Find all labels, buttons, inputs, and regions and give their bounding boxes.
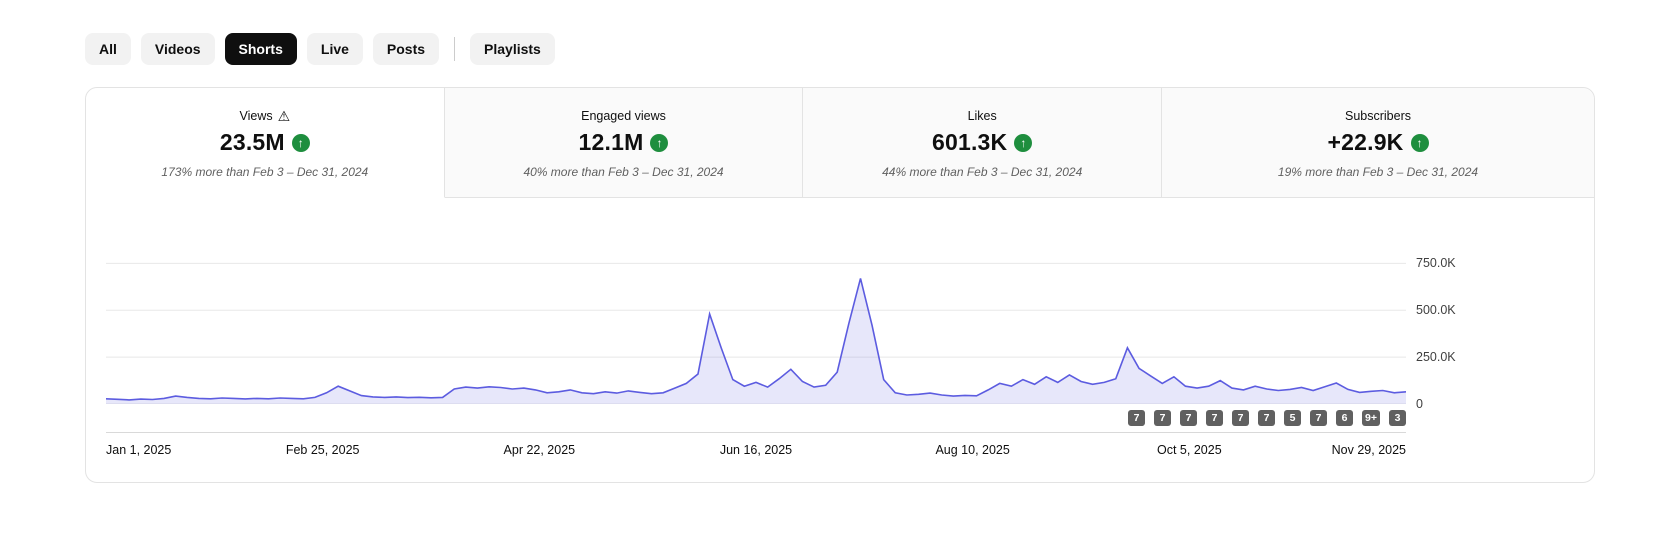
y-axis-labels: 750.0K 500.0K 250.0K 0 — [1416, 254, 1474, 411]
filter-chip-videos[interactable]: Videos — [140, 33, 215, 65]
warning-icon: ⚠ — [277, 108, 291, 124]
metric-comparison: 19% more than Feb 3 – Dec 31, 2024 — [1277, 165, 1479, 179]
trend-up-icon: ↑ — [1014, 133, 1033, 152]
chip-separator — [454, 37, 456, 61]
filter-chip-posts[interactable]: Posts — [372, 33, 440, 65]
metric-label-text: Likes — [967, 109, 997, 123]
metric-value: 601.3K — [931, 129, 1008, 155]
upload-count-badge[interactable]: 7 — [1206, 410, 1224, 426]
metric-label: Likes — [813, 109, 1151, 123]
analytics-page: All Videos Shorts Live Posts Playlists Views ⚠… — [85, 33, 1595, 483]
views-chart[interactable] — [106, 254, 1406, 404]
metric-value-row: 12.1M ↑ — [455, 129, 793, 156]
metric-card-subscribers[interactable]: Subscribers +22.9K ↑ 19% more than Feb 3 – … — [1162, 88, 1594, 198]
metric-label-text: Subscribers — [1345, 109, 1411, 123]
x-axis-tick: Jun 16, 2025 — [719, 443, 793, 457]
metric-label: Subscribers — [1172, 109, 1584, 123]
x-axis-tick: Oct 5, 2025 — [1157, 443, 1222, 457]
upload-count-badge[interactable]: 9+ — [1362, 410, 1380, 426]
metric-card-engaged-views[interactable]: Engaged views 12.1M ↑ 40% more than Feb 3 –… — [444, 88, 804, 198]
plot-area: 7 7 7 7 7 7 5 7 6 9+ 3 Jan 1, 2025 Feb 25, 2025 Apr … — [106, 254, 1406, 466]
views-line-series — [106, 278, 1406, 401]
upload-count-badge[interactable]: 7 — [1180, 410, 1198, 426]
views-area-fill — [106, 278, 1406, 404]
x-axis-tick: Feb 25, 2025 — [285, 443, 360, 457]
upload-count-badge[interactable]: 7 — [1310, 410, 1328, 426]
x-axis-tick: Jan 1, 2025 — [106, 443, 172, 457]
trend-up-icon: ↑ — [291, 133, 310, 152]
filter-chip-all[interactable]: All — [85, 33, 131, 65]
upload-count-badge[interactable]: 7 — [1258, 410, 1276, 426]
x-axis: Jan 1, 2025 Feb 25, 2025 Apr 22, 2025 Jun 1… — [106, 432, 1406, 466]
metric-card-likes[interactable]: Likes 601.3K ↑ 44% more than Feb 3 – Dec 31… — [803, 88, 1163, 198]
metric-label: Engaged views — [455, 109, 793, 123]
metric-value-row: 23.5M ↑ — [96, 129, 434, 156]
upload-count-badge[interactable]: 6 — [1336, 410, 1354, 426]
metric-comparison: 40% more than Feb 3 – Dec 31, 2024 — [523, 165, 724, 179]
upload-count-badge[interactable]: 7 — [1128, 410, 1146, 426]
y-axis-tick: 500.0K — [1416, 303, 1456, 318]
metric-comparison: 44% more than Feb 3 – Dec 31, 2024 — [882, 165, 1083, 179]
metric-value: 12.1M — [578, 129, 644, 155]
metric-label: Views ⚠ — [96, 109, 434, 123]
y-axis-tick: 750.0K — [1416, 256, 1456, 271]
metric-value-row: +22.9K ↑ — [1172, 129, 1584, 156]
metric-label-text: Engaged views — [581, 109, 666, 123]
filter-chip-live[interactable]: Live — [306, 33, 363, 65]
trend-up-icon: ↑ — [1410, 133, 1429, 152]
upload-count-badge[interactable]: 7 — [1232, 410, 1250, 426]
metric-value: 23.5M — [219, 129, 285, 155]
upload-count-badge[interactable]: 5 — [1284, 410, 1302, 426]
metric-value-row: 601.3K ↑ — [813, 129, 1151, 156]
metric-comparison: 173% more than Feb 3 – Dec 31, 2024 — [161, 165, 369, 179]
analytics-card: Views ⚠ 23.5M ↑ 173% more than Feb 3 – Dec 3… — [85, 87, 1595, 483]
chart-region: 7 7 7 7 7 7 5 7 6 9+ 3 Jan 1, 2025 Feb 25, 2025 Apr … — [86, 198, 1594, 482]
y-axis-tick: 0 — [1416, 397, 1423, 411]
filter-chips: All Videos Shorts Live Posts Playlists — [85, 33, 1595, 65]
y-axis-tick: 250.0K — [1416, 350, 1456, 365]
metric-value: +22.9K — [1327, 129, 1404, 155]
x-axis-tick: Aug 10, 2025 — [935, 443, 1010, 457]
filter-chip-playlists[interactable]: Playlists — [470, 33, 555, 65]
trend-up-icon: ↑ — [650, 133, 669, 152]
metric-label-text: Views — [239, 109, 273, 123]
upload-count-badge[interactable]: 3 — [1389, 410, 1406, 426]
upload-count-badge[interactable]: 7 — [1154, 410, 1172, 426]
x-axis-tick: Nov 29, 2025 — [1331, 443, 1406, 457]
filter-chip-shorts[interactable]: Shorts — [224, 33, 297, 65]
metric-card-views[interactable]: Views ⚠ 23.5M ↑ 173% more than Feb 3 – Dec 3… — [86, 88, 445, 198]
upload-badges: 7 7 7 7 7 7 5 7 6 9+ 3 — [106, 410, 1406, 427]
metric-cards: Views ⚠ 23.5M ↑ 173% more than Feb 3 – Dec 3… — [86, 88, 1594, 198]
x-axis-tick: Apr 22, 2025 — [503, 443, 576, 457]
